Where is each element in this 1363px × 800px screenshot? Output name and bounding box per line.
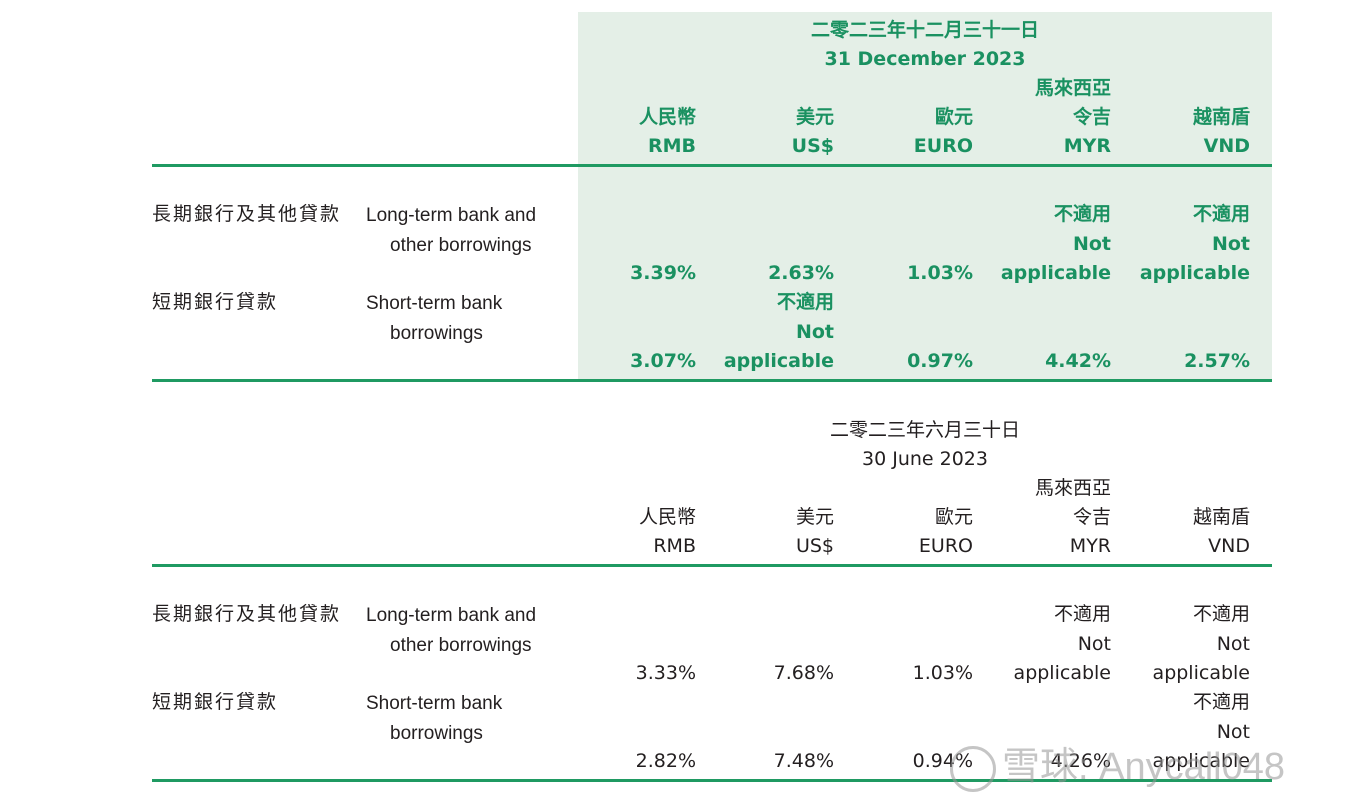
cell-long-term-usd: 2.63% bbox=[768, 262, 834, 284]
cell-long-term-usd: 7.68% bbox=[773, 662, 834, 684]
cell-long-term-vnd-na-zh: 不適用 bbox=[1192, 603, 1250, 625]
col-header-usd-en: US$ bbox=[795, 535, 834, 557]
row-label-short-term-en: Short-term bank borrowings bbox=[366, 289, 502, 349]
row-label-long-term-en: Long-term bank and other borrowings bbox=[366, 201, 536, 261]
cell-long-term-rmb: 3.39% bbox=[630, 262, 696, 284]
watermark-logo-icon bbox=[950, 745, 996, 792]
row-label-short-term-en-line1: Short-term bank bbox=[366, 293, 503, 314]
row-label-long-term-en-line1: Long-term bank and bbox=[366, 605, 537, 626]
col-header-vnd-en: VND bbox=[1208, 535, 1250, 557]
col-header-rmb-en: RMB bbox=[647, 135, 696, 157]
date-heading-zh: 二零二三年六月三十日 bbox=[829, 419, 1020, 441]
date-heading-zh: 二零二三年十二月三十一日 bbox=[810, 19, 1039, 41]
highlight-column-background bbox=[578, 12, 1272, 380]
cell-long-term-euro: 1.03% bbox=[907, 262, 973, 284]
cell-long-term-vnd-na-en2: applicable bbox=[1152, 662, 1250, 684]
watermark-text: 雪球: Anycall048 bbox=[1002, 746, 1286, 788]
header-divider bbox=[152, 164, 1272, 167]
col-header-euro-en: EURO bbox=[913, 135, 973, 157]
watermark: 雪球: Anycall048 bbox=[950, 735, 1285, 792]
row-label-short-term-zh: 短期銀行貸款 bbox=[152, 691, 279, 713]
col-header-vnd-en: VND bbox=[1203, 135, 1250, 157]
cell-long-term-vnd-na-en2: applicable bbox=[1139, 262, 1250, 284]
cell-short-term-vnd-na-zh: 不適用 bbox=[1192, 691, 1250, 713]
col-header-myr-zh-top: 馬來西亞 bbox=[1034, 477, 1111, 499]
cell-short-term-usd-na-en1: Not bbox=[795, 321, 834, 343]
row-label-long-term-en-line2: other borrowings bbox=[390, 635, 532, 656]
cell-long-term-vnd-na-en1: Not bbox=[1211, 233, 1250, 255]
cell-short-term-vnd-na-en2: applicable bbox=[1152, 750, 1250, 772]
col-header-rmb-zh: 人民幣 bbox=[638, 106, 696, 128]
cell-long-term-vnd-na-en1: Not bbox=[1216, 633, 1250, 655]
col-header-euro-en: EURO bbox=[918, 535, 973, 557]
cell-short-term-vnd: 2.57% bbox=[1184, 350, 1250, 372]
row-label-long-term-en: Long-term bank and other borrowings bbox=[366, 601, 536, 661]
row-label-long-term-en-line2: other borrowings bbox=[390, 235, 532, 256]
row-label-long-term-en-line1: Long-term bank and bbox=[366, 205, 537, 226]
row-label-short-term-en-line2: borrowings bbox=[390, 723, 483, 744]
cell-long-term-myr-na-en2: applicable bbox=[1000, 262, 1111, 284]
cell-long-term-rmb: 3.33% bbox=[635, 662, 696, 684]
cell-short-term-myr: 4.26% bbox=[1050, 750, 1111, 772]
cell-short-term-rmb: 3.07% bbox=[630, 350, 696, 372]
cell-short-term-usd-na-en2: applicable bbox=[723, 350, 834, 372]
col-header-myr-zh: 令吉 bbox=[1072, 106, 1111, 128]
col-header-vnd-zh: 越南盾 bbox=[1192, 506, 1250, 528]
col-header-usd-en: US$ bbox=[791, 135, 834, 157]
col-header-vnd-zh: 越南盾 bbox=[1192, 106, 1250, 128]
cell-long-term-vnd-na-zh: 不適用 bbox=[1192, 203, 1250, 225]
col-header-usd-zh: 美元 bbox=[795, 106, 834, 128]
col-header-usd-zh: 美元 bbox=[795, 506, 834, 528]
row-label-short-term-en-line2: borrowings bbox=[390, 323, 483, 344]
cell-long-term-myr-na-en2: applicable bbox=[1013, 662, 1111, 684]
cell-short-term-euro: 0.97% bbox=[907, 350, 973, 372]
row-label-long-term-zh: 長期銀行及其他貸款 bbox=[152, 203, 342, 225]
row-label-short-term-en-line1: Short-term bank bbox=[366, 693, 503, 714]
col-header-euro-zh: 歐元 bbox=[934, 106, 973, 128]
cell-long-term-myr-na-zh: 不適用 bbox=[1053, 203, 1111, 225]
header-divider bbox=[152, 564, 1272, 567]
cell-short-term-vnd-na-en1: Not bbox=[1216, 721, 1250, 743]
cell-short-term-myr: 4.42% bbox=[1045, 350, 1111, 372]
col-header-euro-zh: 歐元 bbox=[934, 506, 973, 528]
date-heading-en: 31 December 2023 bbox=[824, 48, 1026, 70]
cell-short-term-usd: 7.48% bbox=[773, 750, 834, 772]
col-header-myr-en: MYR bbox=[1063, 135, 1111, 157]
table-bottom-rule bbox=[152, 379, 1272, 382]
cell-long-term-myr-na-zh: 不適用 bbox=[1053, 603, 1111, 625]
row-label-short-term-en: Short-term bank borrowings bbox=[366, 689, 502, 749]
cell-short-term-rmb: 2.82% bbox=[635, 750, 696, 772]
row-label-long-term-zh: 長期銀行及其他貸款 bbox=[152, 603, 342, 625]
col-header-myr-zh-top: 馬來西亞 bbox=[1034, 77, 1111, 99]
cell-short-term-usd-na-zh: 不適用 bbox=[776, 291, 834, 313]
cell-long-term-euro: 1.03% bbox=[912, 662, 973, 684]
col-header-rmb-en: RMB bbox=[653, 535, 696, 557]
date-heading-en: 30 June 2023 bbox=[862, 448, 988, 470]
cell-long-term-myr-na-en1: Not bbox=[1072, 233, 1111, 255]
cell-long-term-myr-na-en1: Not bbox=[1077, 633, 1111, 655]
col-header-myr-en: MYR bbox=[1069, 535, 1111, 557]
row-label-short-term-zh: 短期銀行貸款 bbox=[152, 291, 279, 313]
col-header-rmb-zh: 人民幣 bbox=[638, 506, 696, 528]
table-bottom-rule bbox=[152, 779, 1272, 782]
col-header-myr-zh: 令吉 bbox=[1072, 506, 1111, 528]
